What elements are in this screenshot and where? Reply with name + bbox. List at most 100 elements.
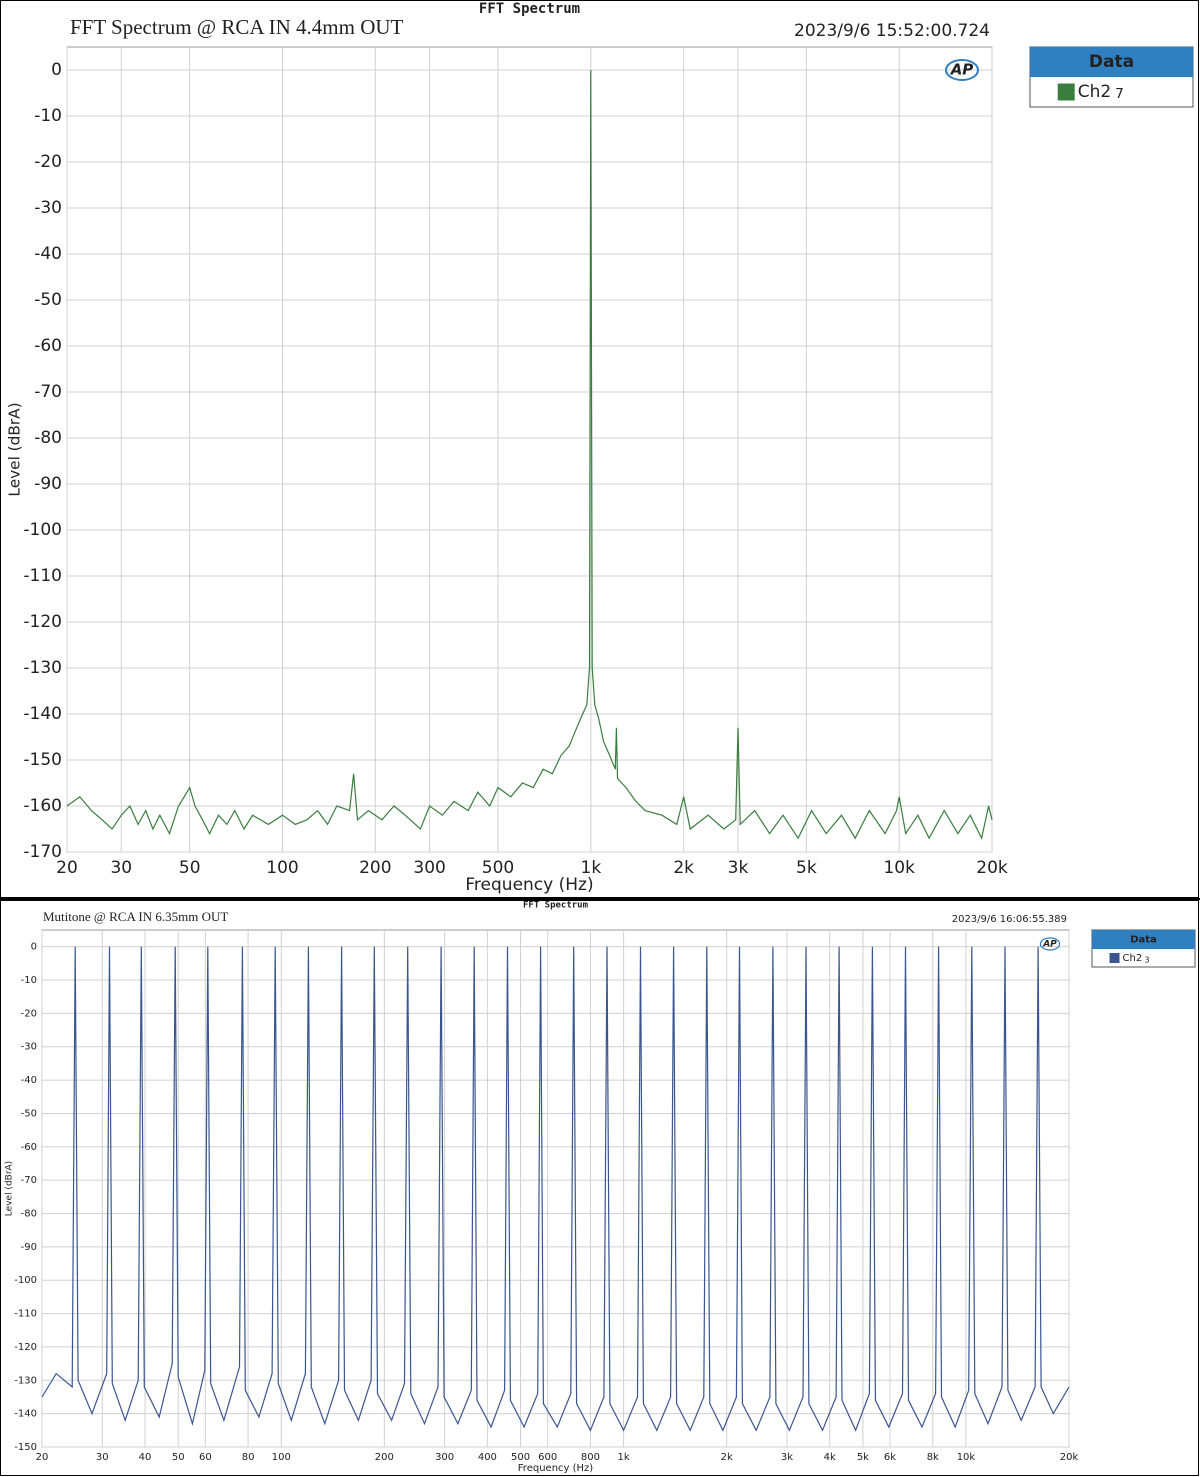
y-axis-label: Level (dBrA) (6, 402, 24, 496)
legend-title: Data (1089, 52, 1134, 72)
x-tick-label: 20 (36, 1452, 49, 1463)
x-tick-label: 60 (199, 1452, 212, 1463)
x-tick-label: 4k (824, 1452, 836, 1463)
logo: AP (950, 61, 974, 79)
x-tick-label: 30 (110, 858, 132, 878)
x-tick-label: 5k (796, 858, 817, 878)
x-tick-label: 300 (413, 858, 445, 878)
legend-entry: Ch2 (1078, 82, 1111, 102)
x-tick-label: 600 (538, 1452, 557, 1463)
y-tick-label: -40 (34, 244, 62, 264)
x-tick-label: 100 (266, 858, 298, 878)
x-tick-label: 8k (927, 1452, 939, 1463)
legend-entry: Ch2 (1123, 953, 1143, 964)
panel-divider (0, 898, 1200, 900)
x-tick-label: 300 (435, 1452, 454, 1463)
y-tick-label: -10 (34, 106, 62, 126)
y-tick-label: 0 (31, 942, 37, 953)
y-tick-label: -50 (34, 290, 62, 310)
series-line (41, 946, 1070, 1432)
y-tick-label: -150 (23, 750, 62, 770)
y-tick-label: -20 (21, 1008, 37, 1019)
logo-ring (1039, 937, 1061, 951)
y-tick-label: -50 (21, 1108, 37, 1119)
y-tick-label: -130 (14, 1375, 37, 1386)
x-tick-label: 3k (728, 858, 749, 878)
chart-subtitle: Mutitone @ RCA IN 6.35mm OUT (43, 909, 228, 924)
x-tick-label: 40 (139, 1452, 152, 1463)
y-tick-label: -140 (23, 704, 62, 724)
logo: AP (1042, 940, 1057, 950)
y-tick-label: -80 (21, 1209, 37, 1220)
x-tick-label: 80 (242, 1452, 255, 1463)
y-tick-label: -140 (14, 1409, 37, 1420)
x-tick-label: 1k (618, 1452, 630, 1463)
x-tick-label: 500 (511, 1452, 530, 1463)
x-tick-label: 100 (272, 1452, 291, 1463)
y-tick-label: -160 (23, 796, 62, 816)
chart-subtitle: FFT Spectrum @ RCA IN 4.4mm OUT (70, 15, 404, 39)
plot-area (66, 46, 993, 853)
legend-title: Data (1130, 935, 1157, 946)
x-tick-label: 2k (673, 858, 694, 878)
y-tick-label: -30 (21, 1042, 37, 1053)
y-axis-label: Level (dBrA) (5, 1161, 15, 1216)
y-tick-label: -80 (34, 428, 62, 448)
x-axis-label: Frequency (Hz) (518, 1463, 594, 1474)
y-tick-label: -60 (21, 1142, 37, 1153)
legend-header (1092, 930, 1195, 949)
y-tick-label: -90 (34, 474, 62, 494)
y-tick-label: -70 (21, 1175, 37, 1186)
chart-title: FFT Spectrum (523, 901, 589, 911)
y-tick-label: -90 (21, 1242, 37, 1253)
y-tick-label: -100 (14, 1275, 37, 1286)
legend-index: 7 (1115, 86, 1124, 102)
legend-index: 3 (1145, 956, 1150, 965)
x-tick-label: 200 (359, 858, 391, 878)
x-tick-label: 400 (478, 1452, 497, 1463)
logo-ring (945, 59, 979, 81)
x-tick-label: 10k (883, 858, 915, 878)
y-tick-label: -120 (14, 1342, 37, 1353)
timestamp: 2023/9/6 15:52:00.724 (794, 21, 990, 41)
x-axis-label: Frequency (Hz) (465, 875, 593, 895)
legend-swatch (1109, 953, 1120, 963)
y-tick-label: -120 (23, 612, 62, 632)
y-tick-label: -110 (23, 566, 62, 586)
y-tick-label: -30 (34, 198, 62, 218)
x-tick-label: 200 (375, 1452, 394, 1463)
plot-area (41, 929, 1070, 1448)
x-tick-label: 50 (179, 858, 201, 878)
x-tick-label: 5k (857, 1452, 869, 1463)
x-tick-label: 20k (1060, 1452, 1079, 1463)
y-tick-label: -170 (23, 842, 62, 862)
x-tick-label: 800 (581, 1452, 600, 1463)
x-tick-label: 500 (482, 858, 514, 878)
x-tick-label: 20 (56, 858, 78, 878)
x-tick-label: 50 (172, 1452, 185, 1463)
x-tick-label: 3k (781, 1452, 793, 1463)
legend-swatch (1057, 83, 1075, 101)
x-tick-label: 30 (96, 1452, 109, 1463)
y-tick-label: 0 (51, 60, 62, 80)
x-tick-label: 20k (976, 858, 1008, 878)
chart-title: FFT Spectrum (479, 1, 580, 17)
y-tick-label: -20 (34, 152, 62, 172)
legend-header (1030, 47, 1193, 77)
y-tick-label: -40 (21, 1075, 37, 1086)
y-tick-label: -60 (34, 336, 62, 356)
y-tick-label: -150 (14, 1442, 37, 1453)
y-tick-label: -100 (23, 520, 62, 540)
y-tick-label: -10 (21, 975, 37, 986)
series-line (66, 69, 993, 841)
x-tick-label: 1k (581, 858, 602, 878)
x-tick-label: 10k (957, 1452, 976, 1463)
y-tick-label: -130 (23, 658, 62, 678)
y-tick-label: -70 (34, 382, 62, 402)
timestamp: 2023/9/6 16:06:55.389 (952, 914, 1067, 925)
x-tick-label: 6k (884, 1452, 896, 1463)
y-tick-label: -110 (14, 1309, 37, 1320)
x-tick-label: 2k (721, 1452, 733, 1463)
